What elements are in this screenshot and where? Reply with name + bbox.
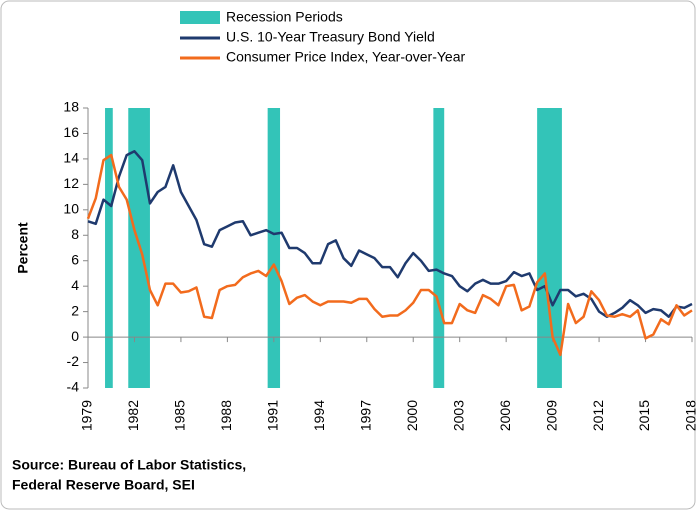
y-tick-label: 4 xyxy=(71,277,79,293)
y-tick-label: 14 xyxy=(63,150,79,166)
x-tick-label: 2000 xyxy=(404,400,420,431)
x-tick-label: 1994 xyxy=(311,400,327,431)
y-tick-label: 16 xyxy=(63,124,79,140)
y-tick-label: 18 xyxy=(63,99,79,115)
legend-label: U.S. 10-Year Treasury Bond Yield xyxy=(226,29,435,45)
x-tick-label: 1988 xyxy=(218,400,234,431)
x-tick-label: 1997 xyxy=(357,400,373,431)
x-tick-label: 2015 xyxy=(636,400,652,431)
y-tick-label: -4 xyxy=(67,379,80,395)
series-line xyxy=(87,150,693,318)
x-tick-label: 2018 xyxy=(683,400,696,431)
y-tick-label: 2 xyxy=(71,302,79,318)
y-tick-label: 6 xyxy=(71,251,79,267)
y-tick-label: 8 xyxy=(71,226,79,242)
y-tick-label: 0 xyxy=(71,328,79,344)
legend-swatch xyxy=(180,11,220,24)
recession-band xyxy=(537,108,562,388)
y-tick-label: -2 xyxy=(67,353,80,369)
recession-band xyxy=(433,108,445,388)
x-tick-label: 2009 xyxy=(543,400,559,431)
series-line xyxy=(86,153,693,357)
legend-label: Recession Periods xyxy=(226,9,343,25)
y-tick-label: 12 xyxy=(63,175,79,191)
x-tick-label: 2012 xyxy=(590,400,606,431)
x-tick-label: 2006 xyxy=(497,400,513,431)
recession-band xyxy=(267,108,281,388)
recession-band xyxy=(105,108,113,388)
legend-label: Consumer Price Index, Year-over-Year xyxy=(226,49,466,65)
x-tick-label: 1985 xyxy=(172,400,188,431)
source-note: Source: Bureau of Labor Statistics, xyxy=(12,457,246,473)
x-tick-label: 1991 xyxy=(265,400,281,431)
y-axis-label: Percent xyxy=(15,222,31,274)
source-note: Federal Reserve Board, SEI xyxy=(12,477,195,493)
x-tick-label: 1979 xyxy=(79,400,95,431)
x-tick-label: 1982 xyxy=(125,400,141,431)
x-tick-label: 2003 xyxy=(450,400,466,431)
y-tick-label: 10 xyxy=(63,201,79,217)
